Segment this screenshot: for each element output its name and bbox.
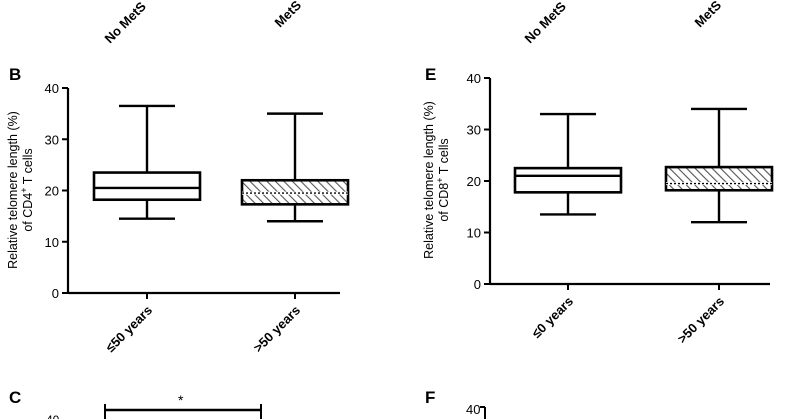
panel-e-plot: 0 10 20 30 40 Relative telomere length (%) of … (422, 71, 774, 347)
top-label-no-mets-left: No MetS (102, 0, 150, 46)
panel-e-y-tick-label-20: 20 (467, 174, 481, 189)
panel-letter-f: F (425, 388, 435, 407)
panel-b-y-tick-label-10: 10 (45, 235, 59, 250)
panel-e-y-tick-label-10: 10 (467, 226, 481, 241)
panel-b-group1-category-label: ≤50 years (103, 303, 155, 355)
panel-f-tick-40: 40 (466, 402, 480, 417)
panel-b-y-tick-label-40: 40 (45, 81, 59, 96)
top-label-no-mets-right: No MetS (522, 0, 570, 46)
panel-b-y-tick-label-20: 20 (45, 184, 59, 199)
panel-e-group1-box (513, 166, 623, 194)
panel-e-y-axis-label-line1: Relative telomere length (%) (422, 101, 436, 259)
panel-e: E 0 10 20 30 40 Relative telomere length (%) o… (422, 65, 774, 347)
panel-b-y-axis-label-line1: Relative telomere length (%) (6, 111, 20, 269)
panel-b-y-axis-label-line2: of CD4+ T cells (19, 148, 35, 231)
panel-f: F 40 (425, 388, 486, 419)
panel-e-y-axis-label-line2: of CD8+ T cells (435, 138, 451, 221)
panel-b-y-tick-label-30: 30 (45, 132, 59, 147)
panel-b-group1-box (92, 171, 202, 202)
panel-b-y-tick-label-0: 0 (52, 286, 59, 301)
panel-b-group2-category-label: >50 years (250, 303, 303, 356)
panel-letter-e: E (425, 65, 436, 84)
panel-letter-b: B (9, 65, 21, 84)
panel-b: B 0 10 20 30 40 Relative telomere length (%) o… (6, 65, 350, 356)
panel-c: C 40 * (9, 388, 262, 419)
panel-e-y-tick-label-40: 40 (467, 71, 481, 86)
top-label-mets-left: MetS (272, 0, 305, 30)
panel-c-tick-40: 40 (46, 413, 60, 419)
panel-e-group2-box (664, 165, 774, 192)
top-label-mets-right: MetS (692, 0, 725, 30)
panel-c-significance-star: * (178, 392, 184, 408)
panel-e-group2-category-label: >50 years (674, 294, 727, 347)
panel-b-plot: 0 10 20 30 40 Relative telomere length (%) of … (6, 81, 350, 356)
panel-e-y-tick-label-30: 30 (467, 123, 481, 138)
panel-letter-c: C (9, 388, 21, 407)
panel-e-group1-category-label: ≤0 years (529, 294, 576, 341)
panel-e-y-tick-label-0: 0 (474, 277, 481, 292)
